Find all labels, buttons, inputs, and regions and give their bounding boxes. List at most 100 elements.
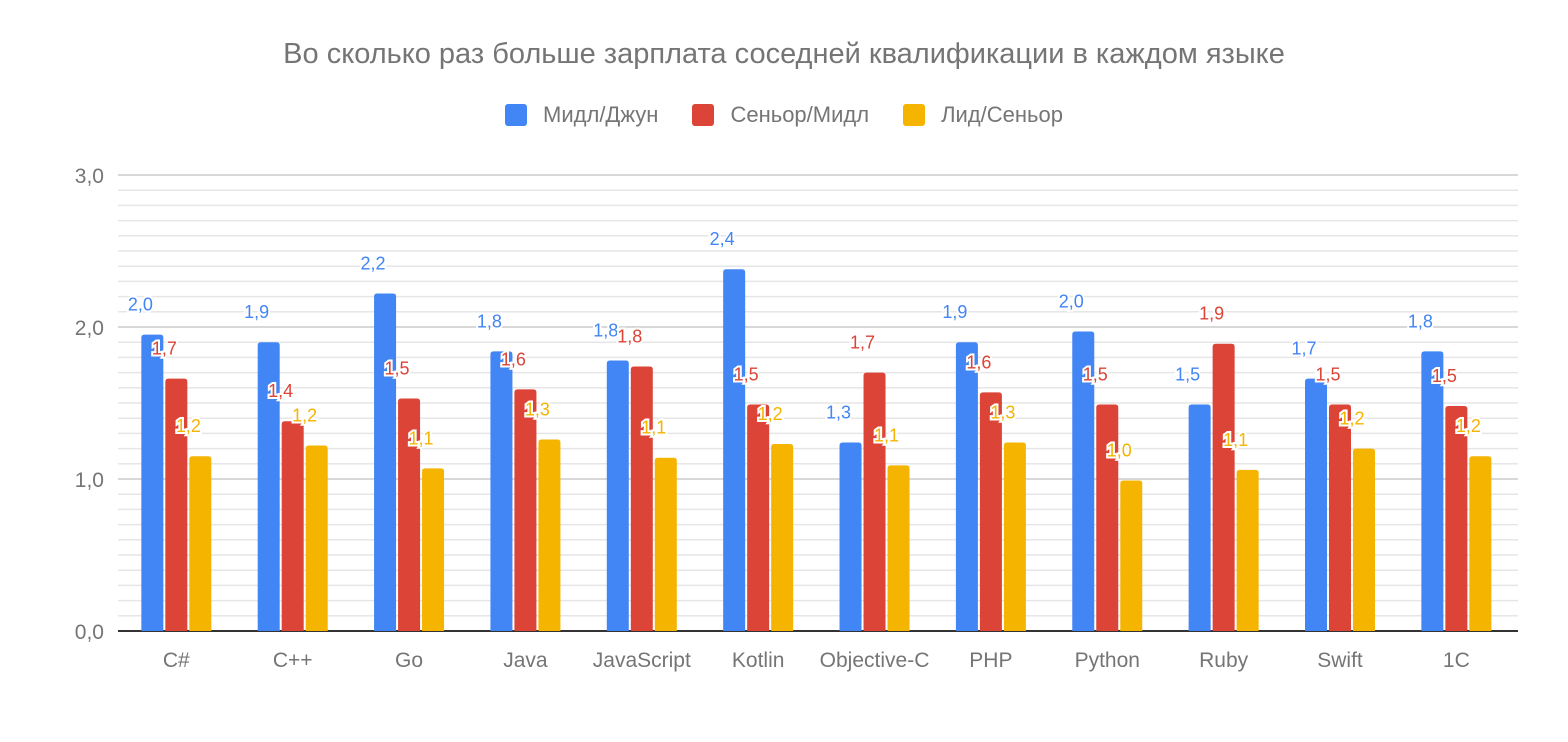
bar — [490, 351, 513, 631]
x-tick-label: JavaScript — [593, 649, 691, 672]
bar — [514, 389, 537, 631]
bar — [1421, 351, 1444, 631]
x-tick-label: Objective-C — [820, 649, 930, 672]
bar — [305, 445, 328, 631]
data-label: 1,3 — [990, 403, 1015, 423]
data-label: 1,9 — [1199, 304, 1224, 324]
x-tick-label: C# — [163, 649, 190, 672]
bar — [257, 342, 280, 631]
bar — [771, 444, 794, 631]
legend-item[interactable]: Лид/Сеньор — [903, 102, 1063, 128]
data-label: 1,3 — [826, 403, 851, 423]
chart-title: Во сколько раз больше зарплата соседней … — [283, 38, 1285, 70]
bar — [887, 465, 910, 631]
data-label: 1,1 — [1223, 430, 1248, 450]
legend-swatch — [903, 104, 926, 126]
data-label: 1,1 — [874, 425, 899, 445]
data-label: 1,5 — [1083, 365, 1108, 385]
bar — [839, 442, 862, 631]
x-tick-label: PHP — [969, 649, 1012, 672]
data-label: 1,7 — [1291, 339, 1316, 359]
data-label: 1,2 — [176, 416, 201, 436]
legend-label: Лид/Сеньор — [941, 102, 1063, 127]
data-label: 1,2 — [758, 404, 783, 424]
data-label: 1,2 — [292, 406, 317, 426]
data-label: 1,9 — [244, 302, 269, 322]
data-label: 1,5 — [385, 358, 410, 378]
bar — [374, 293, 397, 631]
bar — [979, 392, 1002, 631]
bar — [1305, 378, 1327, 631]
legend-swatch — [505, 104, 528, 126]
legend-label: Сеньор/Мидл — [730, 102, 870, 127]
data-label: 1,8 — [617, 327, 642, 347]
bar — [1096, 404, 1119, 631]
x-tick-label: 1C — [1443, 649, 1470, 672]
data-label: 1,1 — [641, 418, 666, 438]
legend: Мидл/Джун Сеньор/Мидл Лид/Сеньор — [0, 102, 1568, 128]
data-label: 1,6 — [501, 349, 526, 369]
bar — [141, 334, 164, 631]
x-tick-label: Kotlin — [732, 649, 785, 672]
bar — [538, 439, 561, 631]
y-tick-label: 2,0 — [75, 317, 104, 340]
bar — [606, 360, 629, 631]
data-label: 1,7 — [850, 333, 875, 353]
bar — [1469, 456, 1492, 631]
bar — [1329, 404, 1351, 631]
x-tick-label: Python — [1075, 649, 1140, 672]
bar — [165, 378, 188, 631]
data-label: 2,4 — [710, 229, 735, 249]
data-label: 2,0 — [128, 295, 153, 315]
x-tick-label: Swift — [1317, 649, 1363, 672]
legend-swatch — [692, 104, 715, 126]
y-tick-label: 3,0 — [75, 165, 104, 188]
data-label: 1,6 — [966, 352, 991, 372]
data-label: 1,8 — [593, 320, 618, 340]
y-tick-label: 0,0 — [75, 621, 104, 644]
bar — [723, 269, 746, 631]
bar — [189, 456, 212, 631]
bar — [1188, 404, 1211, 631]
bar — [1212, 343, 1235, 631]
data-label: 1,5 — [734, 365, 759, 385]
data-label: 1,9 — [942, 302, 967, 322]
bar — [398, 398, 421, 631]
bar — [1353, 448, 1375, 631]
legend-label: Мидл/Джун — [543, 102, 659, 127]
data-label: 1,5 — [1315, 365, 1340, 385]
data-label: 2,2 — [361, 254, 386, 274]
bar — [1120, 480, 1143, 631]
bar — [1072, 331, 1095, 631]
data-label: 1,5 — [1432, 366, 1457, 386]
y-tick-label: 1,0 — [75, 469, 104, 492]
bar — [281, 421, 304, 631]
data-label: 1,1 — [409, 428, 434, 448]
bar — [1003, 442, 1026, 631]
data-label: 1,7 — [152, 339, 177, 359]
bar — [1445, 406, 1468, 631]
x-tick-label: Java — [503, 649, 548, 672]
legend-item[interactable]: Мидл/Джун — [505, 102, 658, 128]
bar — [863, 372, 886, 631]
data-label: 1,2 — [1339, 409, 1364, 429]
data-label: 1,2 — [1456, 416, 1481, 436]
data-label: 1,8 — [1408, 311, 1433, 331]
x-tick-label: Go — [395, 649, 423, 672]
x-tick-label: Ruby — [1199, 649, 1249, 672]
bar — [747, 404, 770, 631]
legend-item[interactable]: Сеньор/Мидл — [692, 102, 869, 128]
bar — [654, 457, 677, 631]
bar — [1236, 469, 1259, 631]
data-label: 2,0 — [1059, 292, 1084, 312]
data-label: 1,0 — [1107, 441, 1132, 461]
bar — [955, 342, 978, 631]
data-label: 1,4 — [268, 381, 293, 401]
bar — [630, 366, 653, 631]
x-tick-label: C++ — [273, 649, 313, 672]
bar — [422, 468, 445, 631]
data-label: 1,5 — [1175, 365, 1200, 385]
data-label: 1,8 — [477, 311, 502, 331]
data-label: 1,3 — [525, 399, 550, 419]
